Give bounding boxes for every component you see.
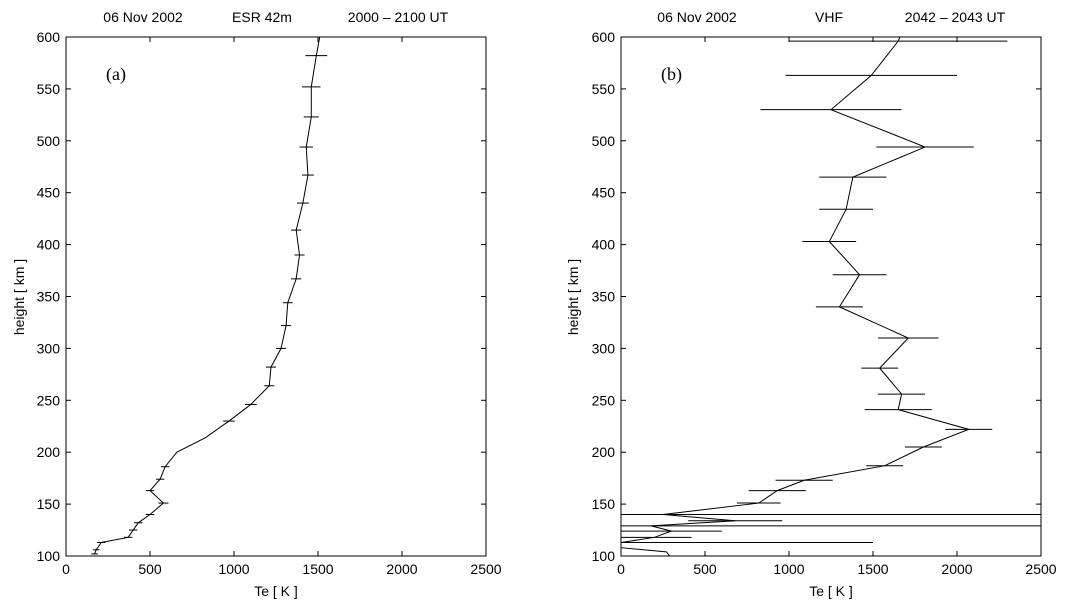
- panel-b-x-axis-label: Te [ K ]: [809, 583, 853, 599]
- panel-a-y-tick-label: 500: [37, 133, 61, 149]
- panel-a-header-instrument: ESR 42m: [232, 9, 292, 25]
- panel-b-header-instrument: VHF: [815, 9, 843, 25]
- panel-a: 06 Nov 2002 ESR 42m 2000 – 2100 UT (a) T…: [11, 9, 502, 599]
- panel-b-series-line: [620, 36, 971, 557]
- panel-b-marks: [620, 36, 1041, 557]
- panel-b-letter: (b): [661, 64, 682, 85]
- panel-b-header-time: 2042 – 2043 UT: [905, 9, 1006, 25]
- panel-a-y-tick-label: 350: [37, 289, 61, 305]
- panel-a-y-tick-label: 600: [37, 29, 61, 45]
- panel-a-x-tick-label: 1500: [302, 561, 333, 577]
- panel-a-series-line: [94, 36, 321, 555]
- panel-a-x-tick-label: 1000: [218, 561, 249, 577]
- panel-b-y-tick-label: 350: [592, 289, 616, 305]
- panel-b-y-tick-label: 200: [592, 444, 616, 460]
- panel-b-x-tick-label: 0: [617, 561, 625, 577]
- panel-b-y-tick-label: 300: [592, 340, 616, 356]
- panel-b-y-tick-label: 150: [592, 496, 616, 512]
- panel-b: 06 Nov 2002 VHF 2042 – 2043 UT (b) Te [ …: [565, 9, 1057, 599]
- panel-b-x-tick-label: 1500: [857, 561, 888, 577]
- panel-b-y-tick-label: 550: [592, 81, 616, 97]
- panel-a-x-axis-label: Te [ K ]: [254, 583, 298, 599]
- panel-a-y-tick-label: 100: [37, 548, 61, 564]
- panel-a-y-tick-label: 200: [37, 444, 61, 460]
- panel-a-plot-frame: [65, 36, 487, 557]
- panel-a-y-tick-label: 250: [37, 392, 61, 408]
- panel-b-y-tick-label: 400: [592, 237, 616, 253]
- panel-b-y-tick-label: 250: [592, 392, 616, 408]
- panel-a-y-tick-label: 450: [37, 185, 61, 201]
- panel-a-x-tick-label: 500: [138, 561, 162, 577]
- panel-b-x-tick-label: 2000: [941, 561, 972, 577]
- panel-a-y-tick-label: 400: [37, 237, 61, 253]
- panel-a-x-tick-label: 2000: [386, 561, 417, 577]
- panel-a-header-time: 2000 – 2100 UT: [348, 9, 449, 25]
- panel-b-y-tick-label: 100: [592, 548, 616, 564]
- panel-a-header-date: 06 Nov 2002: [103, 9, 183, 25]
- panel-a-y-tick-label: 150: [37, 496, 61, 512]
- panel-b-y-tick-label: 600: [592, 29, 616, 45]
- panel-a-marks: [91, 36, 328, 555]
- panel-b-plot-frame: [620, 36, 1042, 557]
- panel-a-y-axis-label: height [ km ]: [11, 259, 27, 335]
- panel-a-ticks: 0 500 1000 1500 2000 2500 100 150 200 250 300 350 40…: [37, 29, 502, 577]
- panel-b-header-date: 06 Nov 2002: [657, 9, 737, 25]
- panel-a-x-tick-label: 0: [62, 561, 70, 577]
- panel-b-y-axis-label: height [ km ]: [565, 259, 581, 335]
- panel-a-letter: (a): [106, 64, 126, 85]
- panel-b-x-tick-label: 2500: [1025, 561, 1056, 577]
- panel-b-ticks: 0 500 1000 1500 2000 2500 100 150 200 250 300 350 40…: [592, 29, 1057, 577]
- panel-b-x-tick-label: 1000: [773, 561, 804, 577]
- panel-b-y-tick-label: 450: [592, 185, 616, 201]
- panel-b-y-tick-label: 500: [592, 133, 616, 149]
- panel-a-y-tick-label: 300: [37, 340, 61, 356]
- panel-a-y-tick-label: 550: [37, 81, 61, 97]
- panel-b-x-tick-label: 500: [693, 561, 717, 577]
- panel-a-x-tick-label: 2500: [470, 561, 501, 577]
